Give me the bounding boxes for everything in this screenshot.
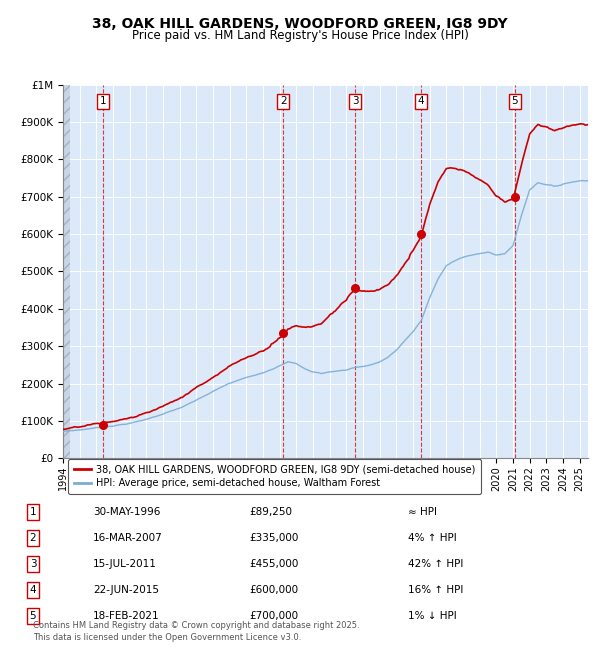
Text: 22-JUN-2015: 22-JUN-2015: [93, 585, 159, 595]
Text: 5: 5: [512, 96, 518, 107]
Text: £89,250: £89,250: [249, 507, 292, 517]
Text: 42% ↑ HPI: 42% ↑ HPI: [408, 559, 463, 569]
Text: 4% ↑ HPI: 4% ↑ HPI: [408, 533, 457, 543]
Text: £600,000: £600,000: [249, 585, 298, 595]
Text: Contains HM Land Registry data © Crown copyright and database right 2025.
This d: Contains HM Land Registry data © Crown c…: [33, 621, 359, 642]
Text: 15-JUL-2011: 15-JUL-2011: [93, 559, 157, 569]
Text: 30-MAY-1996: 30-MAY-1996: [93, 507, 160, 517]
Legend: 38, OAK HILL GARDENS, WOODFORD GREEN, IG8 9DY (semi-detached house), HPI: Averag: 38, OAK HILL GARDENS, WOODFORD GREEN, IG…: [68, 459, 481, 494]
Text: ≈ HPI: ≈ HPI: [408, 507, 437, 517]
Text: 3: 3: [352, 96, 359, 107]
Text: 16% ↑ HPI: 16% ↑ HPI: [408, 585, 463, 595]
Text: 4: 4: [418, 96, 424, 107]
Text: 1: 1: [100, 96, 106, 107]
Text: 38, OAK HILL GARDENS, WOODFORD GREEN, IG8 9DY: 38, OAK HILL GARDENS, WOODFORD GREEN, IG…: [92, 17, 508, 31]
Text: £455,000: £455,000: [249, 559, 298, 569]
Text: £700,000: £700,000: [249, 611, 298, 621]
Text: 16-MAR-2007: 16-MAR-2007: [93, 533, 163, 543]
Text: 2: 2: [29, 533, 37, 543]
Text: £335,000: £335,000: [249, 533, 298, 543]
Text: 3: 3: [29, 559, 37, 569]
Text: 1% ↓ HPI: 1% ↓ HPI: [408, 611, 457, 621]
Text: 1: 1: [29, 507, 37, 517]
Text: 18-FEB-2021: 18-FEB-2021: [93, 611, 160, 621]
Text: 5: 5: [29, 611, 37, 621]
Text: 4: 4: [29, 585, 37, 595]
Text: 2: 2: [280, 96, 286, 107]
Bar: [63, 84, 70, 458]
Bar: [63, 84, 70, 458]
Text: Price paid vs. HM Land Registry's House Price Index (HPI): Price paid vs. HM Land Registry's House …: [131, 29, 469, 42]
